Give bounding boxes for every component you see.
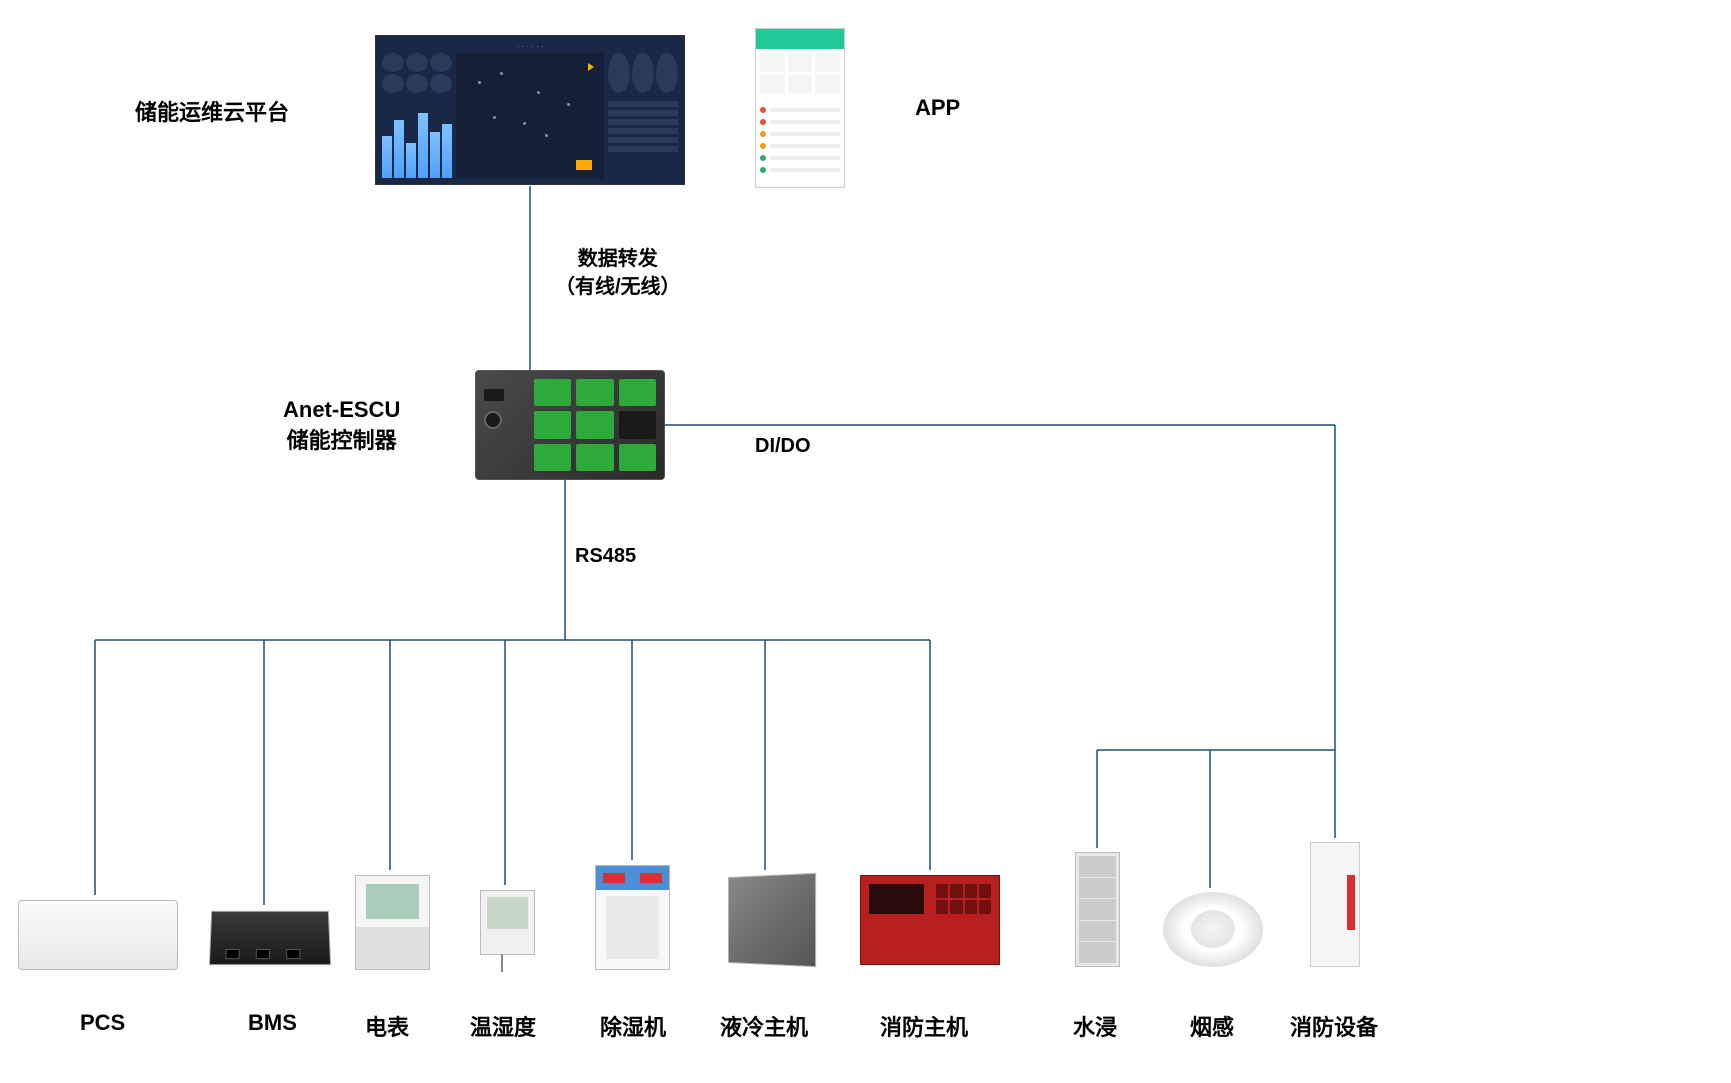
rs485-label: RS485 <box>575 545 636 568</box>
app-label: APP <box>915 95 960 121</box>
device-fire-panel-image <box>860 875 1000 965</box>
device-bms-label: BMS <box>248 1010 297 1036</box>
app-phone-image <box>755 28 845 188</box>
device-meter-label: 电表 <box>365 1010 409 1042</box>
device-pcs-label: PCS <box>80 1010 125 1036</box>
device-meter-image <box>355 875 430 970</box>
dashboard-title-placeholder: · · · · · · <box>382 42 678 51</box>
device-dehum-image <box>595 865 670 970</box>
device-cooler-label: 液冷主机 <box>720 1010 808 1042</box>
device-cooler-image <box>728 873 816 967</box>
device-smoke-image <box>1163 892 1263 967</box>
device-pcs-image <box>18 900 178 970</box>
controller-image <box>475 370 665 480</box>
device-fire-eq-label: 消防设备 <box>1290 1010 1378 1042</box>
device-fire-panel-label: 消防主机 <box>880 1010 968 1042</box>
device-water-image <box>1075 852 1120 967</box>
data-forward-line1: 数据转发 <box>555 245 681 273</box>
device-fire-eq-image <box>1310 842 1360 967</box>
data-forward-label: 数据转发 （有线/无线） <box>555 245 681 301</box>
device-dehum-label: 除湿机 <box>600 1010 666 1042</box>
dido-label: DI/DO <box>755 435 811 458</box>
controller-label-line1: Anet-ESCU <box>283 395 400 426</box>
device-temp-label: 温湿度 <box>470 1010 536 1042</box>
controller-label-line2: 储能控制器 <box>283 426 400 457</box>
device-temp-image <box>480 890 535 955</box>
controller-label: Anet-ESCU 储能控制器 <box>283 395 400 457</box>
data-forward-line2: （有线/无线） <box>555 273 681 301</box>
device-water-label: 水浸 <box>1073 1010 1117 1042</box>
device-bms-image <box>209 911 331 965</box>
cloud-dashboard-image: · · · · · · <box>375 35 685 185</box>
cloud-platform-label: 储能运维云平台 <box>135 95 289 127</box>
device-smoke-label: 烟感 <box>1190 1010 1234 1042</box>
